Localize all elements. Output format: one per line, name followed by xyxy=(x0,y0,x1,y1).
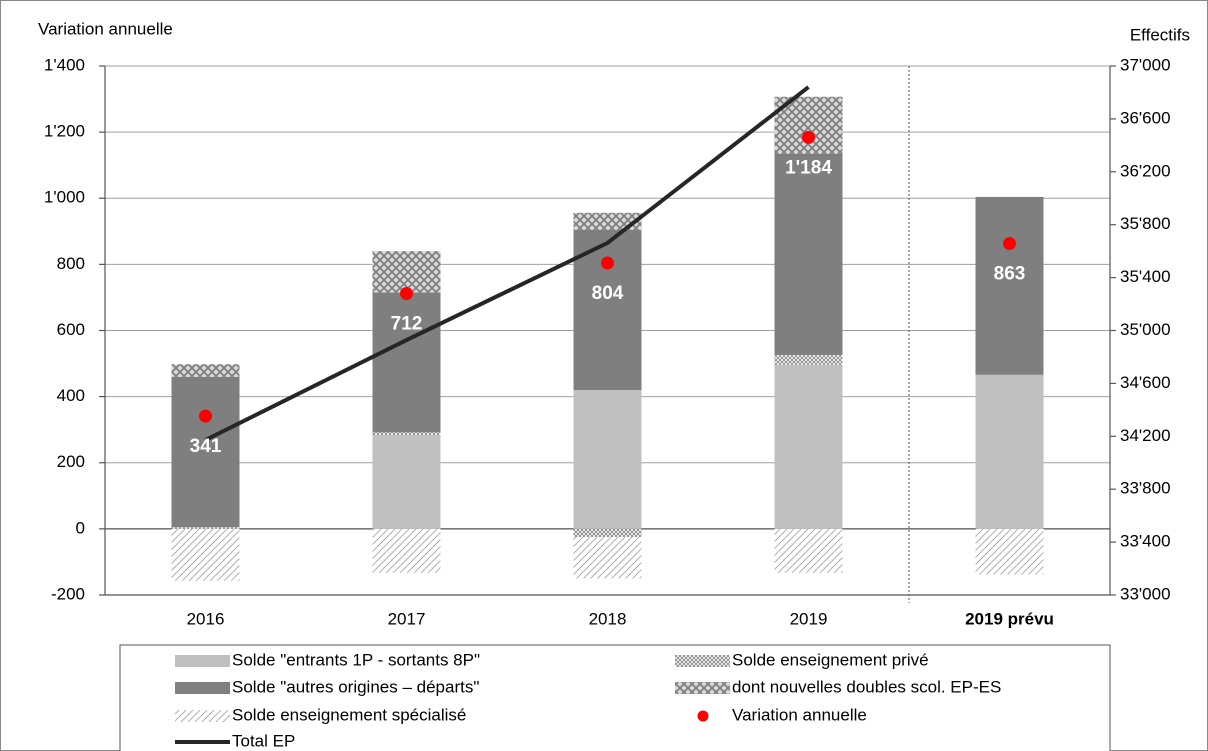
point xyxy=(199,409,212,423)
y2-tick-label: 34'600 xyxy=(1120,373,1171,392)
y-tick-label: 200 xyxy=(57,452,85,471)
legend-box xyxy=(119,644,1111,751)
y2-tick-label: 35'000 xyxy=(1120,320,1171,339)
y-tick-label: 0 xyxy=(76,518,85,537)
y-tick-label: 1'000 xyxy=(44,188,85,207)
bar-segment xyxy=(171,364,240,377)
x-tick-label: 2019 xyxy=(790,609,828,628)
y2-tick-label: 36'600 xyxy=(1120,108,1171,127)
data-label: 1'184 xyxy=(785,157,832,178)
bar-segment xyxy=(171,376,240,528)
legend-swatch xyxy=(175,655,230,667)
bar-segment xyxy=(573,390,642,529)
legend-label: Total EP xyxy=(232,731,295,750)
bar-segment xyxy=(573,537,642,579)
data-label: 804 xyxy=(592,283,624,304)
y2-axis-title: Effectifs xyxy=(1130,25,1190,44)
bar-segment xyxy=(372,251,441,293)
bar-segment xyxy=(774,528,843,573)
legend-swatch xyxy=(675,682,730,694)
legend-swatch xyxy=(175,710,230,722)
y2-tick-label: 36'200 xyxy=(1120,161,1171,180)
y-tick-label: 1'400 xyxy=(44,55,85,74)
y-axis-title: Variation annuelle xyxy=(38,19,173,38)
data-label: 341 xyxy=(190,436,222,457)
y2-tick-label: 33'800 xyxy=(1120,479,1171,498)
bar-segment xyxy=(774,354,843,365)
y2-tick-label: 33'000 xyxy=(1120,584,1171,603)
y-tick-label: 400 xyxy=(57,386,85,405)
point xyxy=(400,286,413,300)
y2-tick-label: 35'400 xyxy=(1120,267,1171,286)
bar-segment xyxy=(171,528,240,581)
legend-swatch xyxy=(675,655,730,667)
legend-label: Solde "entrants 1P - sortants 8P" xyxy=(232,650,480,669)
total-line xyxy=(204,85,810,442)
data-label: 863 xyxy=(994,264,1026,285)
bar-segment xyxy=(975,528,1044,575)
data-label: 712 xyxy=(391,313,423,334)
legend-label: Solde enseignement spécialisé xyxy=(232,705,466,724)
bar-segment xyxy=(774,153,843,355)
bar-segment xyxy=(171,527,240,529)
y-tick-label: -200 xyxy=(51,584,85,603)
legend-label: Solde enseignement privé xyxy=(732,650,929,669)
bar-segment xyxy=(975,374,1044,529)
bar-segment xyxy=(372,528,441,573)
y-tick-label: 800 xyxy=(57,254,85,273)
x-tick-label: 2019 prévu xyxy=(965,609,1054,628)
x-tick-label: 2017 xyxy=(388,609,426,628)
bar-segment xyxy=(774,364,843,529)
y2-tick-label: 37'000 xyxy=(1120,55,1171,74)
y2-tick-label: 33'400 xyxy=(1120,532,1171,551)
bar-segment xyxy=(573,528,642,538)
bar-segment xyxy=(372,432,441,435)
point xyxy=(1003,237,1016,251)
point xyxy=(601,256,614,270)
legend-swatch xyxy=(175,682,230,694)
y-tick-label: 1'200 xyxy=(44,122,85,141)
x-tick-label: 2018 xyxy=(589,609,627,628)
x-tick-label: 2016 xyxy=(187,609,225,628)
legend-label: Solde "autres origines – départs" xyxy=(232,677,479,696)
legend-label: dont nouvelles doubles scol. EP-ES xyxy=(732,677,1001,696)
bar-segment xyxy=(975,196,1044,375)
point xyxy=(802,130,815,144)
bar-segment xyxy=(372,434,441,529)
y-tick-label: 600 xyxy=(57,320,85,339)
y2-tick-label: 34'200 xyxy=(1120,426,1171,445)
y2-tick-label: 35'800 xyxy=(1120,214,1171,233)
bar-segment xyxy=(372,292,441,433)
legend-label: Variation annuelle xyxy=(732,705,867,724)
bar-segment xyxy=(573,212,642,230)
legend-point xyxy=(697,710,709,722)
